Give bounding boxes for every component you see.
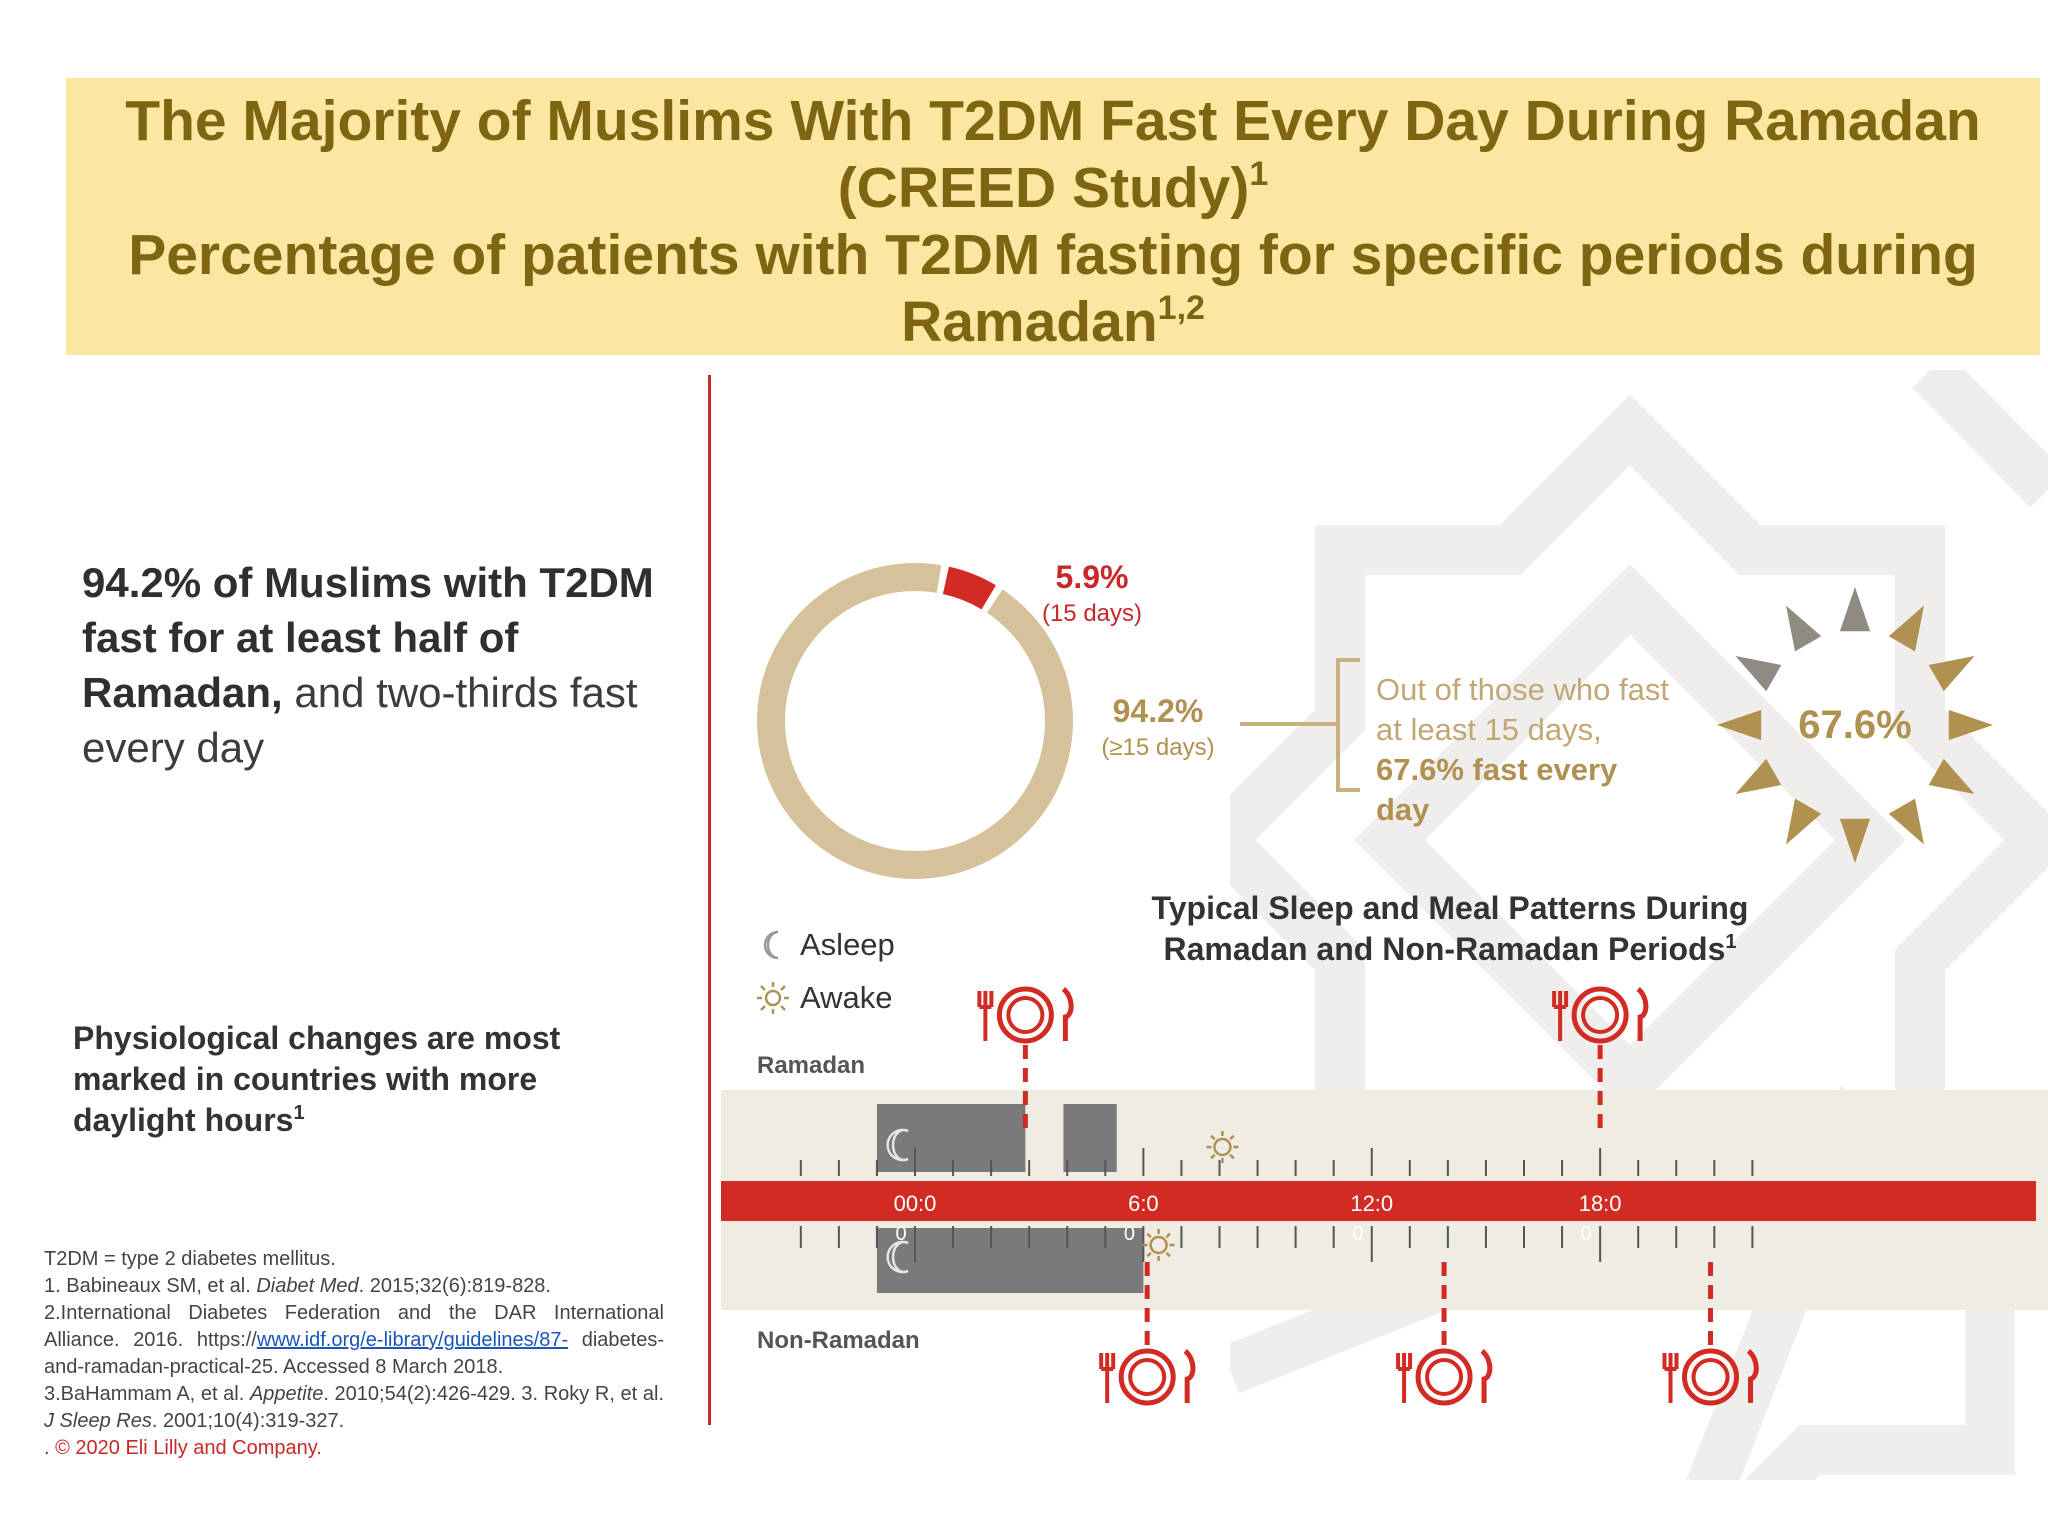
timeline-title: Typical Sleep and Meal Patterns During R… — [1151, 890, 1749, 967]
donut-slice-15-plus-days — [757, 562, 1073, 879]
reference-link[interactable]: www.idf.org/e-library/guidelines/87- — [256, 1329, 569, 1351]
plate-cutlery-icon — [1099, 1348, 1196, 1406]
sun-icon — [1142, 1229, 1175, 1261]
references: T2DM = type 2 diabetes mellitus. 1. Babi… — [44, 1246, 664, 1462]
key-finding-bold: 94.2% of Muslims with T2DM fast for at l… — [82, 559, 654, 716]
page-subtitle-line2: Ramadan1,2 — [901, 289, 1205, 354]
plate-cutlery-icon — [977, 986, 1074, 1044]
sleep-block — [876, 1104, 1026, 1172]
legend-awake: Awake — [756, 971, 895, 1024]
callout-text: Out of those who fast at least 15 days, … — [1376, 672, 1669, 827]
vertical-divider — [708, 375, 711, 1425]
moon-icon — [886, 1128, 909, 1162]
title-banner: The Majority of Muslims With T2DM Fast E… — [66, 78, 2040, 355]
moon-icon — [763, 930, 779, 959]
footnote-marker: 1 — [293, 1102, 305, 1124]
slice-category-label: (≥15 days) — [1101, 734, 1214, 761]
sleep-block — [1063, 1104, 1117, 1172]
reference-3: 3.BaHammam A, et al. Appetite. 2010;54(2… — [44, 1383, 664, 1432]
callout-bold: 67.6% fast every day — [1376, 752, 1618, 827]
footnote-marker: 1 — [1725, 931, 1737, 953]
legend: Asleep Awake — [756, 918, 895, 1024]
sleep-block — [876, 1228, 1144, 1293]
donut-slice-15-days — [942, 566, 996, 610]
abbreviation-note: T2DM = type 2 diabetes mellitus. — [44, 1248, 336, 1270]
physiology-note: Physiological changes are most marked in… — [73, 1020, 561, 1138]
donut-chart — [757, 562, 1073, 879]
axis-tick-label-wrap: 0 — [895, 1223, 906, 1245]
footnote-marker: 1 — [1249, 155, 1269, 193]
axis-tick-label: 00:0 — [894, 1191, 937, 1216]
page-title-line2: (CREED Study)1 — [837, 155, 1269, 220]
key-finding-rest: and two-thirds fast every day — [82, 669, 638, 771]
moon-icon — [886, 1240, 909, 1274]
slice-value-label: 5.9% — [1056, 559, 1129, 595]
slice-value-label: 94.2% — [1113, 693, 1204, 729]
row-label-ramadan: Ramadan — [757, 1052, 866, 1079]
legend-asleep: Asleep — [756, 918, 895, 971]
slice-category-label: (15 days) — [1042, 600, 1142, 627]
row-label-non-ramadan: Non-Ramadan — [757, 1327, 920, 1354]
sun-icon — [757, 981, 789, 1014]
key-finding: 94.2% of Muslims with T2DM fast for at l… — [82, 555, 662, 775]
page-title: The Majority of Muslims With T2DM Fast E… — [125, 89, 1981, 153]
legend-awake-label: Awake — [800, 979, 893, 1015]
reference-1: 1. Babineaux SM, et al. Diabet Med. 2015… — [44, 1275, 551, 1297]
legend-asleep-label: Asleep — [800, 926, 895, 962]
axis-tick-label: 6:0 — [1128, 1191, 1159, 1216]
footnote-marker: 1,2 — [1157, 289, 1205, 327]
page-subtitle: Percentage of patients with T2DM fasting… — [128, 223, 1978, 287]
reference-2: 2.International Diabetes Federation and … — [44, 1302, 664, 1378]
axis-tick-label-wrap: 0 — [1124, 1223, 1135, 1245]
copyright: . © 2020 Eli Lilly and Company. — [44, 1437, 322, 1459]
